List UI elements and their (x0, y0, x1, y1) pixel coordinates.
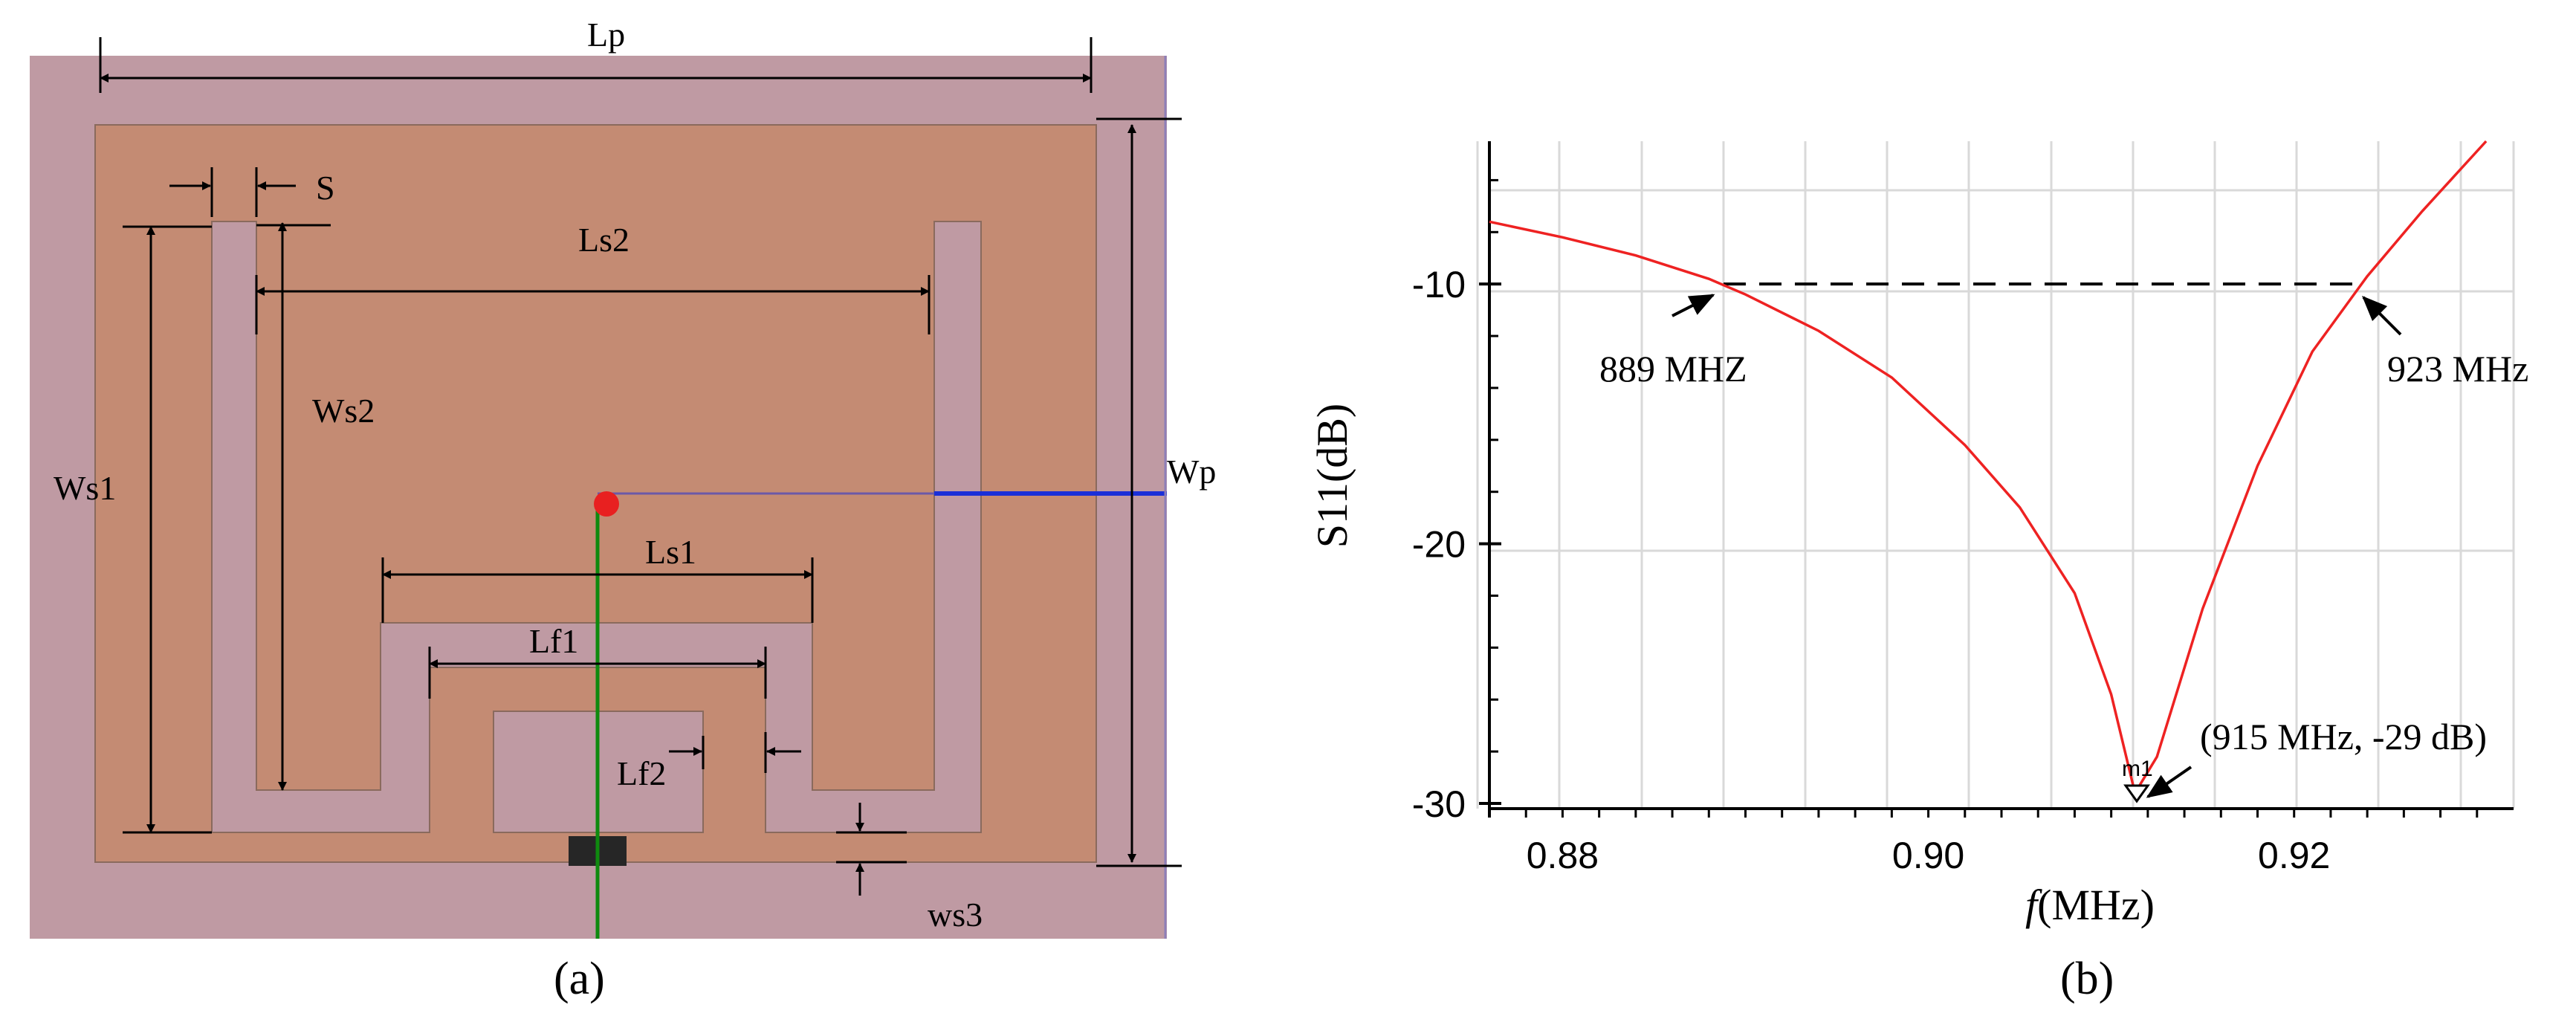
arrow-min (2146, 766, 2192, 798)
s11-curve (1489, 140, 2488, 797)
y-tick-label: -20 (1412, 524, 1466, 566)
label-s: S (316, 169, 335, 207)
s11-chart: -10 -20 -30 0.88 0.90 0.92 m1 889 MHZ 923 MH… (1308, 140, 2528, 929)
x-tick-labels: 0.88 0.90 0.92 (1527, 835, 2331, 876)
x-tick-label: 0.92 (2258, 835, 2330, 876)
marker-m1-label: m1 (2122, 757, 2153, 781)
annotation-889: 889 MHZ (1599, 348, 1747, 389)
caption-b: (b) (2060, 954, 2114, 1004)
annotation-923: 923 MHz (2387, 348, 2528, 389)
x-minor-ticks (1524, 809, 2479, 818)
label-ls2: Ls2 (578, 221, 630, 259)
y-tick-label: -30 (1412, 783, 1466, 825)
label-lf1: Lf1 (529, 622, 578, 660)
label-lf2: Lf2 (617, 754, 666, 792)
antenna-layout: Lp Wp S Ls2 Ws2 Ws1 Ls1 Lf1 Lf2 ws3 (30, 16, 1216, 939)
arrow-923 (2361, 295, 2402, 336)
radiating-patch (94, 124, 1097, 863)
x-axis-label: f(MHz) (2025, 881, 2155, 929)
caption-a: (a) (554, 954, 605, 1004)
x-tick-label: 0.88 (1527, 835, 1599, 876)
label-ls1: Ls1 (645, 533, 696, 571)
annotation-minimum: (915 MHz, -29 dB) (2200, 716, 2487, 757)
vertical-gridlines (1476, 141, 2515, 809)
x-tick-label: 0.90 (1892, 835, 1964, 876)
label-ws3: ws3 (928, 896, 983, 934)
arrow-889 (1672, 294, 1715, 317)
label-ws2: Ws2 (312, 392, 375, 430)
y-axis-label: S11(dB) (1308, 404, 1356, 548)
feed-point (594, 491, 619, 517)
y-tick-labels: -10 -20 -30 (1412, 264, 1501, 825)
x-axis-label-unit: (MHz) (2037, 881, 2155, 929)
label-wp: Wp (1167, 453, 1216, 491)
y-tick-label: -10 (1412, 264, 1466, 305)
label-lp: Lp (587, 16, 625, 54)
marker-m1-triangle (2123, 784, 2150, 803)
label-ws1: Ws1 (54, 469, 116, 507)
